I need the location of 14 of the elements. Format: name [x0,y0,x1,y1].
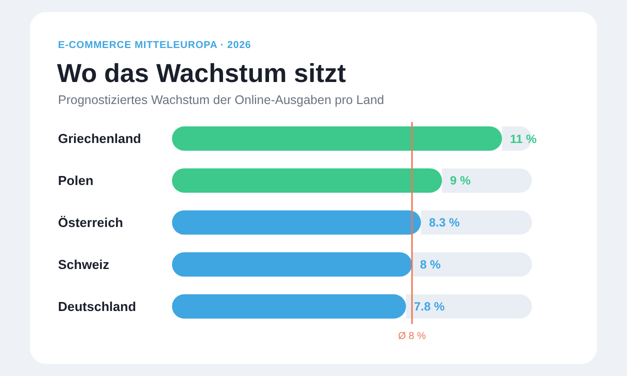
y-tick-label: Österreich [58,215,124,230]
chart-title: Wo das Wachstum sitzt [57,58,346,88]
y-tick-label: Polen [58,173,94,188]
ref-line-label: Ø 8 % [398,331,426,342]
y-tick-label: Griechenland [58,131,142,146]
chart-subtitle: Prognostiziertes Wachstum der Online-Ausgaben pro Land [58,93,384,107]
data-label: 11 % [510,132,538,146]
text: E-COMMERCE MITTELEUROPA · 2026 [58,40,252,51]
data-label: 8 % [420,258,442,272]
data-label: 7.8 % [414,300,446,314]
y-tick-label: Deutschland [58,298,136,314]
y-tick-label: Schweiz [58,257,110,272]
data-label: 8.3 % [429,216,460,230]
data-label: 9 % [450,174,472,188]
